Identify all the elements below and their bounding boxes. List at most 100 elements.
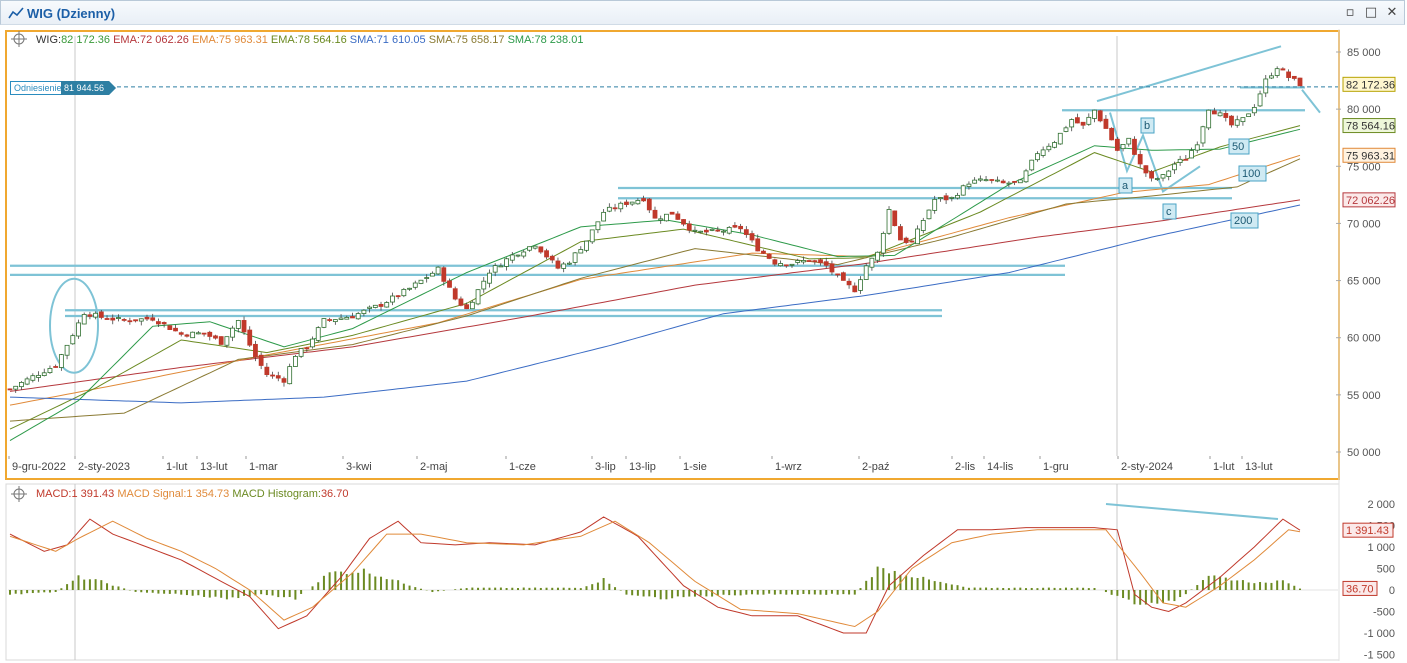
- ma-label-200: 200: [1234, 215, 1252, 227]
- candle-body: [310, 338, 315, 348]
- candle-body: [1229, 115, 1234, 126]
- macd-divergence-line: [1105, 503, 1279, 521]
- candle-body: [863, 265, 869, 280]
- candle-body: [7, 388, 13, 391]
- minimize-button[interactable]: ▫: [1345, 5, 1355, 20]
- candle-body: [435, 266, 441, 275]
- candle-body: [1257, 93, 1263, 107]
- macd-line: [9, 516, 1301, 634]
- x-tick-label: 3-lip: [595, 461, 616, 473]
- candle-body: [1137, 154, 1143, 165]
- candle-body: [116, 317, 121, 319]
- candle-body: [19, 381, 24, 388]
- candle-body: [1132, 138, 1137, 155]
- histogram-value-tag: 36.70: [1346, 583, 1374, 595]
- candle-body: [378, 304, 384, 307]
- candle-body: [87, 314, 93, 317]
- candle-body: [766, 253, 772, 259]
- candle-body: [1063, 127, 1069, 132]
- candle-body: [1274, 68, 1280, 76]
- candle-body: [144, 316, 150, 320]
- wig-price-tag-box: [1342, 76, 1396, 92]
- candle-body: [892, 210, 898, 227]
- candle-body: [24, 378, 30, 385]
- legend-histogram-value: 36.70: [320, 488, 349, 500]
- candle-body: [173, 327, 178, 332]
- candle-body: [81, 314, 87, 325]
- candle-body: [932, 198, 938, 211]
- candle-body: [1012, 180, 1018, 183]
- candle-body: [761, 250, 766, 254]
- chart-canvas[interactable]: 50 000 55 000 60 000 65 000 70 000 75 000 80 0…: [0, 25, 1407, 663]
- candle-body: [264, 366, 270, 375]
- wave-label-b-box: [1140, 117, 1155, 134]
- move-panel-icon-cross: [11, 31, 27, 47]
- close-button[interactable]: ✕: [1386, 5, 1398, 20]
- candle-body: [709, 228, 715, 231]
- candle-body: [156, 321, 161, 325]
- candle-body: [721, 230, 726, 233]
- candle-body: [195, 332, 201, 335]
- candle-body: [458, 298, 464, 306]
- candle-body: [321, 318, 327, 328]
- ma-label-100: 100: [1242, 168, 1260, 180]
- candle-body: [36, 374, 41, 378]
- ema-olive-line: [9, 125, 1301, 430]
- candle-body: [230, 327, 236, 338]
- candle-body: [595, 221, 601, 231]
- candle-body: [235, 320, 241, 329]
- candle-body: [1023, 170, 1029, 183]
- macd-y-tick-label: -1 000: [1364, 628, 1395, 640]
- candle-body: [178, 332, 184, 335]
- trend-arrow-line: [1301, 89, 1321, 114]
- candle-body: [840, 272, 846, 281]
- candle-body: [903, 237, 909, 243]
- candle-body: [789, 263, 795, 266]
- x-tick-label: 3-kwi: [346, 461, 372, 473]
- candle-body: [361, 309, 367, 314]
- candle-body: [1177, 158, 1183, 163]
- candle-body: [1280, 68, 1286, 71]
- candle-body: [338, 317, 344, 320]
- candle-body: [1035, 153, 1040, 161]
- sma-blue-line: [9, 204, 1301, 404]
- candle-body: [1189, 150, 1194, 159]
- wave-label-a-box: [1118, 177, 1133, 194]
- candle-body: [1143, 165, 1149, 174]
- candle-body: [1183, 158, 1189, 161]
- candle-body: [441, 267, 447, 282]
- candle-body: [601, 211, 607, 222]
- candle-body: [977, 178, 983, 181]
- candle-body: [1194, 144, 1200, 151]
- maximize-button[interactable]: □: [1364, 5, 1378, 20]
- candle-body: [509, 254, 515, 261]
- candle-body: [772, 259, 778, 265]
- candle-body: [47, 368, 53, 374]
- candle-body: [487, 272, 492, 284]
- candle-body: [566, 262, 572, 265]
- wave-label-c: c: [1166, 206, 1172, 218]
- candle-body: [937, 197, 943, 200]
- legend-macd-value: 1 391.43: [71, 488, 115, 500]
- candle-body: [1029, 159, 1035, 171]
- macd-value-tag: 1 391.43: [1346, 525, 1389, 537]
- candle-body: [504, 258, 509, 267]
- candle-body: [703, 229, 709, 233]
- candle-body: [880, 232, 886, 254]
- candle-body: [1263, 78, 1269, 94]
- macd-y-tick-label: 500: [1377, 564, 1395, 576]
- x-tick-label: 13-lut: [1245, 461, 1273, 473]
- candle-body: [304, 347, 310, 350]
- candle-body: [806, 260, 812, 262]
- candle-body: [641, 198, 646, 202]
- candle-body: [1086, 116, 1092, 125]
- ema-orange-line: [9, 154, 1301, 406]
- candle-body: [218, 336, 224, 345]
- candle-body: [1160, 174, 1166, 179]
- candle-body: [521, 251, 527, 257]
- histogram-value-tag-box: [1342, 580, 1378, 596]
- legend-signal-value: 1 354.73: [186, 488, 230, 500]
- ma-label-200-box: [1230, 212, 1259, 229]
- candle-body: [1297, 77, 1303, 87]
- candle-body: [875, 251, 881, 261]
